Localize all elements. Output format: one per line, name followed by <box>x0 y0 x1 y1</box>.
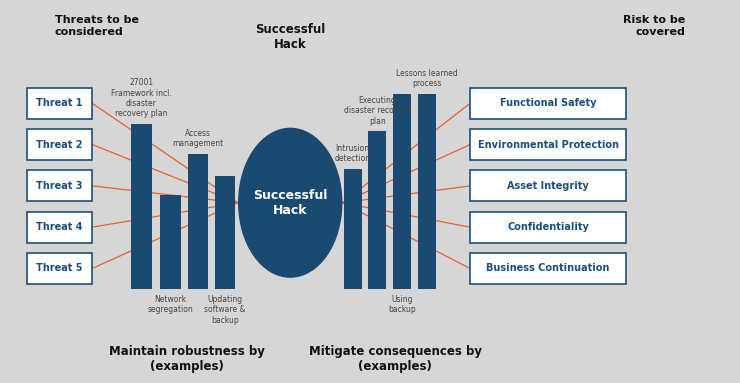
Text: Functional Safety: Functional Safety <box>500 98 596 108</box>
FancyBboxPatch shape <box>27 88 92 119</box>
Text: 27001
Framework incl.
disaster
recovery plan: 27001 Framework incl. disaster recovery … <box>111 78 172 118</box>
Text: Updating
software &
backup: Updating software & backup <box>204 295 246 324</box>
Text: Maintain robustness by
(examples): Maintain robustness by (examples) <box>110 345 265 373</box>
Text: Threat 3: Threat 3 <box>36 181 83 191</box>
Bar <box>161 195 181 289</box>
FancyBboxPatch shape <box>470 129 626 160</box>
FancyBboxPatch shape <box>470 88 626 119</box>
FancyBboxPatch shape <box>27 253 92 284</box>
Text: Lessons learned
process: Lessons learned process <box>396 69 457 88</box>
Text: Executing
disaster recovery
plan: Executing disaster recovery plan <box>344 96 411 126</box>
Bar <box>393 94 411 289</box>
FancyBboxPatch shape <box>470 170 626 201</box>
Bar <box>188 154 208 289</box>
Text: Successful
Hack: Successful Hack <box>253 189 327 217</box>
FancyBboxPatch shape <box>27 170 92 201</box>
Bar <box>369 131 386 289</box>
FancyBboxPatch shape <box>27 129 92 160</box>
Bar <box>132 124 152 289</box>
FancyBboxPatch shape <box>470 253 626 284</box>
Bar <box>343 169 362 289</box>
Text: Using
backup: Using backup <box>388 295 416 314</box>
Text: Network
segregation: Network segregation <box>148 295 193 314</box>
Text: Successful
Hack: Successful Hack <box>255 23 326 51</box>
Text: Business Continuation: Business Continuation <box>486 264 610 273</box>
Bar <box>417 94 436 289</box>
Text: Asset Integrity: Asset Integrity <box>507 181 589 191</box>
Text: Threat 1: Threat 1 <box>36 98 83 108</box>
Text: Risk to be
covered: Risk to be covered <box>623 15 685 37</box>
FancyBboxPatch shape <box>27 212 92 242</box>
Ellipse shape <box>238 128 343 278</box>
FancyBboxPatch shape <box>470 212 626 242</box>
Text: Confidentiality: Confidentiality <box>507 222 589 232</box>
Text: Threat 2: Threat 2 <box>36 139 83 150</box>
Text: Threats to be
considered: Threats to be considered <box>55 15 138 37</box>
Text: Mitigate consequences by
(examples): Mitigate consequences by (examples) <box>309 345 482 373</box>
Text: Intrusion
detection: Intrusion detection <box>334 144 371 163</box>
Text: Threat 5: Threat 5 <box>36 264 83 273</box>
Text: Threat 4: Threat 4 <box>36 222 83 232</box>
Text: Environmental Protection: Environmental Protection <box>477 139 619 150</box>
Bar <box>215 177 235 289</box>
Text: Access
management: Access management <box>172 129 223 148</box>
